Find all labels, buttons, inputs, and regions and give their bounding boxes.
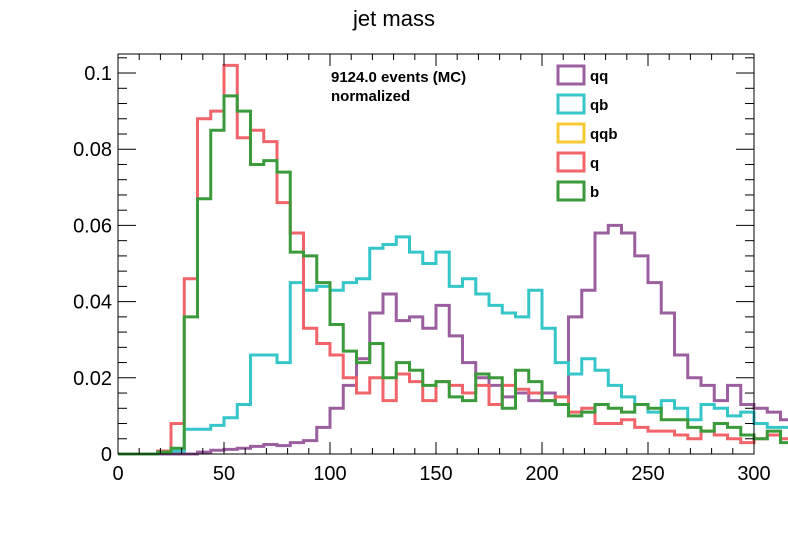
x-tick-label: 150 — [419, 463, 452, 485]
y-axis-tick-labels: 0 0.02 0.04 0.06 0.08 0.1 — [73, 63, 112, 466]
x-tick-label: 200 — [525, 463, 558, 485]
y-tick-label: 0.06 — [73, 215, 112, 237]
axis-ticks — [117, 54, 755, 455]
x-tick-label: 100 — [313, 463, 346, 485]
y-tick-label: 0.02 — [73, 368, 112, 390]
y-tick-label: 0.08 — [73, 139, 112, 161]
legend-label-b: b — [590, 184, 599, 201]
chart-title: jet mass — [352, 6, 435, 31]
legend-swatch-qq — [556, 64, 586, 86]
x-tick-label: 250 — [631, 463, 664, 485]
y-tick-label: 0 — [101, 444, 112, 466]
legend-label-qb: qb — [590, 97, 608, 114]
plot-frame — [117, 53, 755, 455]
legend-label-qqb: qqb — [590, 126, 618, 143]
x-axis-tick-labels: 0 50 100 150 200 250 300 — [112, 463, 770, 485]
x-tick-label: 0 — [112, 463, 123, 485]
legend-swatch-qb — [556, 93, 586, 115]
legend-label-qq: qq — [590, 68, 608, 85]
legend-label-q: q — [590, 155, 599, 172]
legend-swatch-qqb — [556, 122, 586, 144]
annotation-events: 9124.0 events (MC) — [331, 69, 466, 86]
series-qq-line — [118, 223, 788, 456]
series-layer — [118, 63, 788, 456]
legend-swatch-b — [556, 180, 586, 202]
x-tick-label: 300 — [737, 463, 770, 485]
annotation-normalized: normalized — [331, 88, 410, 105]
series-b-line — [118, 94, 788, 456]
legend-swatch-q — [556, 151, 586, 173]
x-tick-label: 50 — [213, 463, 235, 485]
y-tick-label: 0.04 — [73, 292, 112, 314]
y-tick-label: 0.1 — [84, 63, 112, 85]
series-qb-line — [118, 235, 788, 456]
